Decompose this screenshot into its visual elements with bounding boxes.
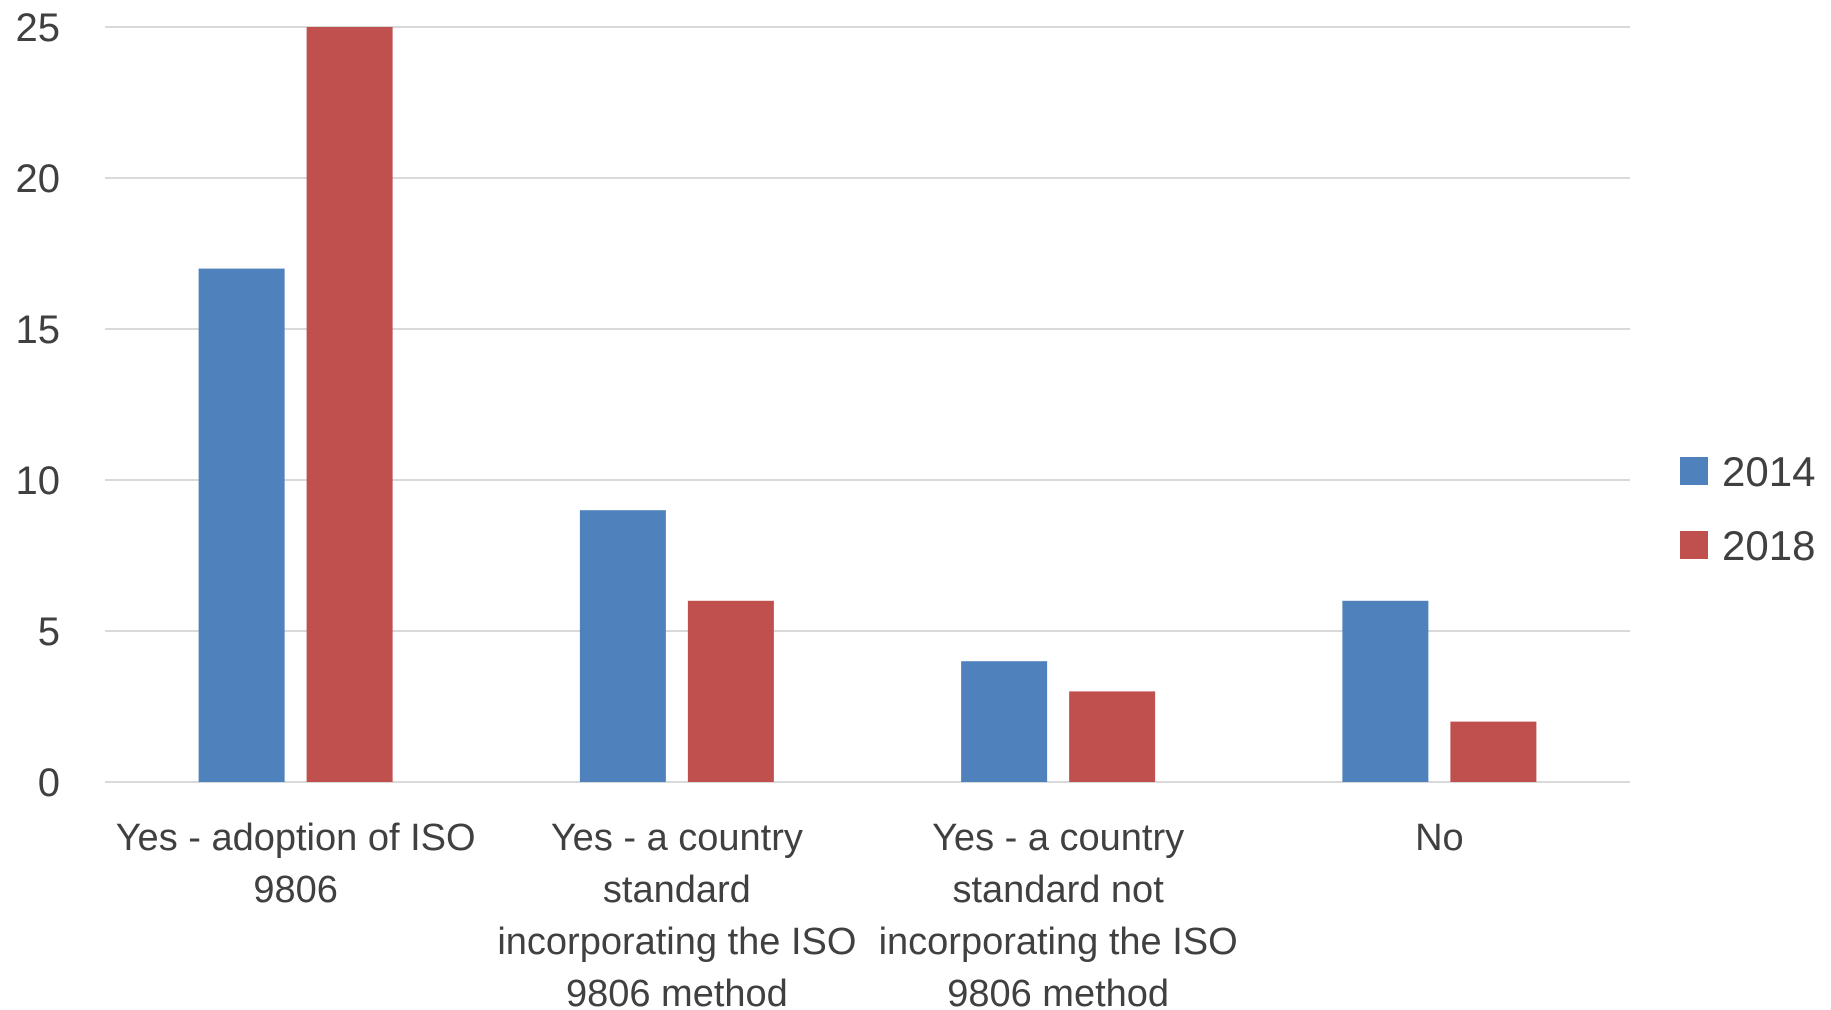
x-category-label: Yes - a country standard incorporating the…	[497, 817, 856, 1010]
y-tick-label: 5	[38, 610, 60, 654]
x-category-label-line: 9806 method	[566, 973, 788, 1010]
x-axis-labels: Yes - adoption of ISO 9806 Yes - a country…	[116, 817, 1464, 1010]
legend-label: 2018	[1722, 522, 1815, 569]
bar-2014-3	[1342, 600, 1429, 782]
bar-2018-0	[306, 27, 393, 782]
legend-label: 2014	[1722, 448, 1815, 495]
x-category-label-line: standard	[603, 869, 751, 911]
bars	[198, 27, 1537, 783]
y-tick-label: 15	[16, 308, 61, 352]
y-tick-label: 25	[16, 6, 61, 50]
x-category-label-line: incorporating the ISO	[497, 921, 856, 963]
x-category-label: No	[1415, 817, 1464, 859]
bar-2014-1	[579, 510, 666, 782]
bar-2014-0	[198, 268, 285, 783]
x-category-label-line: Yes - a country	[551, 817, 803, 859]
legend-swatch-2018	[1680, 531, 1708, 559]
x-category-label-line: incorporating the ISO	[879, 921, 1238, 963]
bar-2014-2	[961, 661, 1048, 782]
x-category-label-line: Yes - a country	[932, 817, 1184, 859]
x-category-label-line: Yes - adoption of ISO	[116, 817, 476, 859]
x-category-label: Yes - adoption of ISO 9806	[116, 817, 476, 911]
x-category-label-line: 9806	[253, 869, 338, 911]
bar-2018-1	[687, 600, 774, 782]
x-category-label: Yes - a country standard not incorporating…	[879, 817, 1238, 1010]
y-tick-label: 20	[16, 157, 61, 201]
legend: 2014 2018	[1680, 448, 1815, 569]
bar-2018-2	[1069, 691, 1156, 782]
legend-swatch-2014	[1680, 457, 1708, 485]
y-tick-label: 0	[38, 761, 60, 805]
x-category-label-line: 9806 method	[947, 973, 1169, 1010]
x-category-label-line: standard not	[952, 869, 1164, 911]
bar-2018-3	[1450, 721, 1537, 782]
x-category-label-line: No	[1415, 817, 1464, 859]
y-axis-ticks: 0 5 10 15 20 25	[16, 6, 61, 805]
y-tick-label: 10	[16, 459, 61, 503]
